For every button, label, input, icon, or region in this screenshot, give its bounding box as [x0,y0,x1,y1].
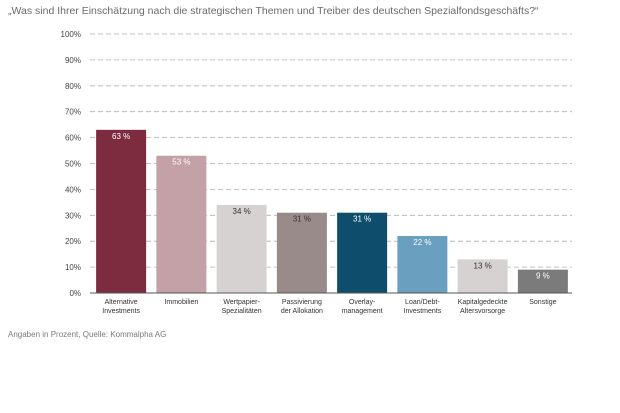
data-label: 34 % [233,207,251,216]
x-tick-label: Immobilien [164,299,198,306]
x-tick-label-line: Alternative [105,299,138,306]
data-label: 31 % [293,215,311,224]
x-tick-label: Kapitalgedeckte Altersvorsorge [458,299,508,315]
x-tick-label: Loan/Debt- Investments [404,299,442,315]
x-tick-label-line: Spezialitäten [222,308,262,315]
data-label: 22 % [413,238,431,247]
x-tick-label: Wertpapier- Spezialitäten [222,299,262,315]
y-tick-label: 70% [65,108,81,117]
data-label: 13 % [474,261,492,270]
bar [517,269,568,293]
bar [96,129,147,293]
y-tick-label: 100% [61,30,81,39]
bar [276,212,327,293]
bar [337,212,388,293]
y-tick-label: 40% [65,185,81,194]
y-tick-label: 60% [65,134,81,143]
data-label: 9 % [536,272,550,281]
y-tick-label: 20% [65,237,81,246]
x-tick-label: Overlay-management [342,299,383,315]
bar [397,236,448,293]
y-tick-label: 90% [65,56,81,65]
y-tick-label: 10% [65,263,81,272]
x-tick-label: Sonstige [529,299,556,306]
chart-title: „Was sind Ihrer Einschätzung nach die st… [8,5,539,17]
x-tick-label-line: Altersvorsorge [460,308,505,315]
x-tick-label-line: Sonstige [529,299,556,306]
x-tick-label-line: Investments [102,308,140,315]
x-tick-label-line: management [342,308,383,315]
data-label: 53 % [172,158,190,167]
y-tick-label: 80% [65,82,81,91]
bar [156,155,207,293]
x-tick-label: Passivierung der Allokation [281,299,323,315]
y-tick-label: 50% [65,160,81,169]
x-tick-label-line: Passivierung [282,299,322,306]
bar [457,259,508,293]
x-tick-label-line: Overlay- [349,299,376,306]
data-label: 63 % [112,132,130,141]
y-tick-label: 0% [69,289,81,298]
x-tick-label-line: Loan/Debt- [405,299,440,306]
source-note: Angaben in Prozent, Quelle: Kommalpha AG [8,330,167,339]
x-tick-label: Alternative Investments [102,299,140,315]
x-tick-label-line: der Allokation [281,308,323,315]
x-tick-label-line: Investments [404,308,442,315]
x-tick-label-line: Kapitalgedeckte [458,299,508,306]
y-tick-label: 30% [65,211,81,220]
x-tick-label-line: Immobilien [164,299,198,306]
data-label: 31 % [353,215,371,224]
bar [216,204,267,293]
x-tick-label-line: Wertpapier- [223,299,260,306]
